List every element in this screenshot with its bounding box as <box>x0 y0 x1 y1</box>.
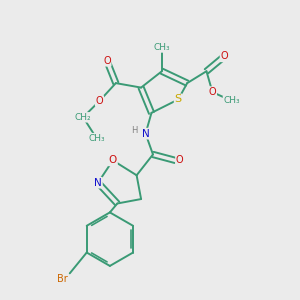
Text: O: O <box>220 51 228 62</box>
Text: O: O <box>208 87 216 97</box>
Text: CH₃: CH₃ <box>224 97 240 106</box>
Text: O: O <box>109 155 117 165</box>
Text: N: N <box>94 178 102 188</box>
Text: CH₃: CH₃ <box>154 43 170 52</box>
Text: O: O <box>96 96 103 106</box>
Text: CH₂: CH₂ <box>75 113 92 122</box>
Text: N: N <box>142 129 149 139</box>
Text: H: H <box>131 126 137 135</box>
Text: Br: Br <box>57 274 68 284</box>
Text: S: S <box>175 94 182 104</box>
Text: O: O <box>176 155 184 165</box>
Text: O: O <box>103 56 111 66</box>
Text: CH₃: CH₃ <box>88 134 105 142</box>
